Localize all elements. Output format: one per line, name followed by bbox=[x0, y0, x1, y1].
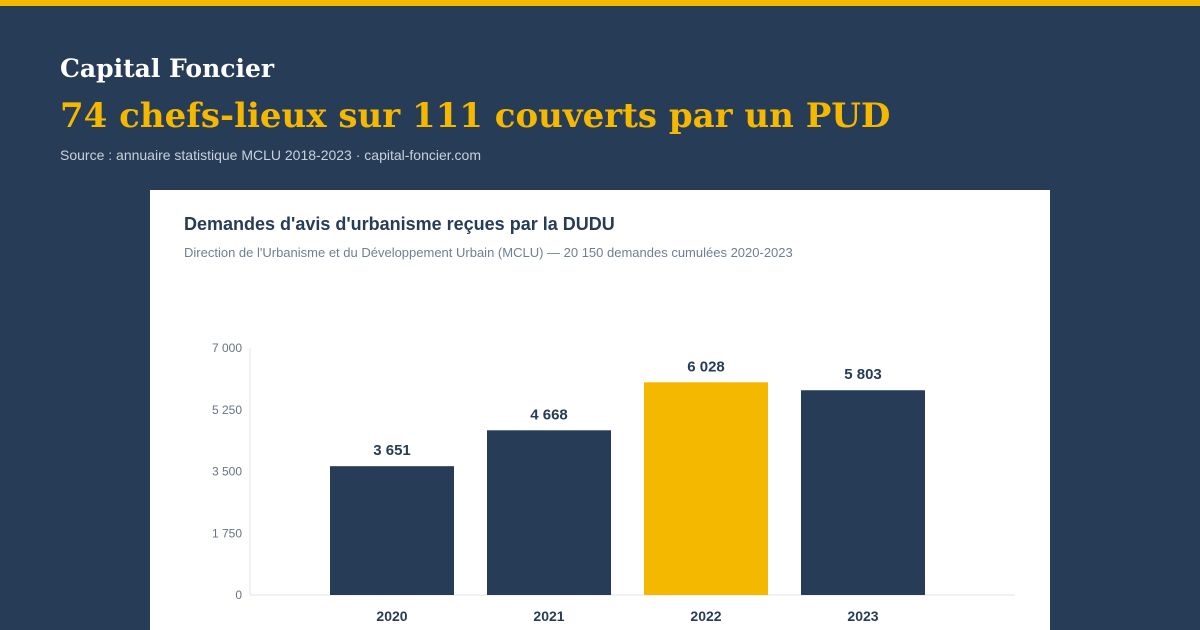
accent-top-bar bbox=[0, 0, 1200, 6]
x-tick-label: 2021 bbox=[533, 608, 564, 624]
chart-title: Demandes d'avis d'urbanisme reçues par l… bbox=[184, 214, 615, 234]
bar bbox=[801, 390, 925, 595]
bar-chart: 0 1 750 3 500 5 250 7 000 3 651 2020 4 668 2021 6… bbox=[212, 341, 1015, 624]
data-label: 3 651 bbox=[373, 442, 411, 459]
y-tick-label: 5 250 bbox=[212, 403, 242, 417]
x-tick-label: 2023 bbox=[847, 608, 878, 624]
x-tick-label: 2020 bbox=[376, 608, 407, 624]
brand-name: Capital Foncier bbox=[60, 54, 275, 83]
data-label: 5 803 bbox=[844, 366, 882, 383]
bar bbox=[330, 466, 454, 595]
page-headline: 74 chefs-lieux sur 111 couverts par un P… bbox=[60, 96, 891, 136]
data-label: 4 668 bbox=[530, 406, 568, 423]
source-note: Source : annuaire statistique MCLU 2018-… bbox=[60, 147, 481, 163]
y-tick-label: 1 750 bbox=[212, 526, 242, 540]
bar bbox=[644, 382, 768, 595]
x-tick-label: 2022 bbox=[690, 608, 721, 624]
y-tick-label: 3 500 bbox=[212, 465, 242, 479]
y-tick-label: 7 000 bbox=[212, 341, 242, 355]
chart-card: 0 1 750 3 500 5 250 7 000 3 651 2020 4 668 2021 6… bbox=[150, 190, 1050, 630]
bar bbox=[487, 430, 611, 595]
y-tick-label: 0 bbox=[235, 588, 242, 602]
chart-subtitle: Direction de l'Urbanisme et du Développe… bbox=[184, 245, 793, 260]
data-label: 6 028 bbox=[687, 358, 725, 375]
